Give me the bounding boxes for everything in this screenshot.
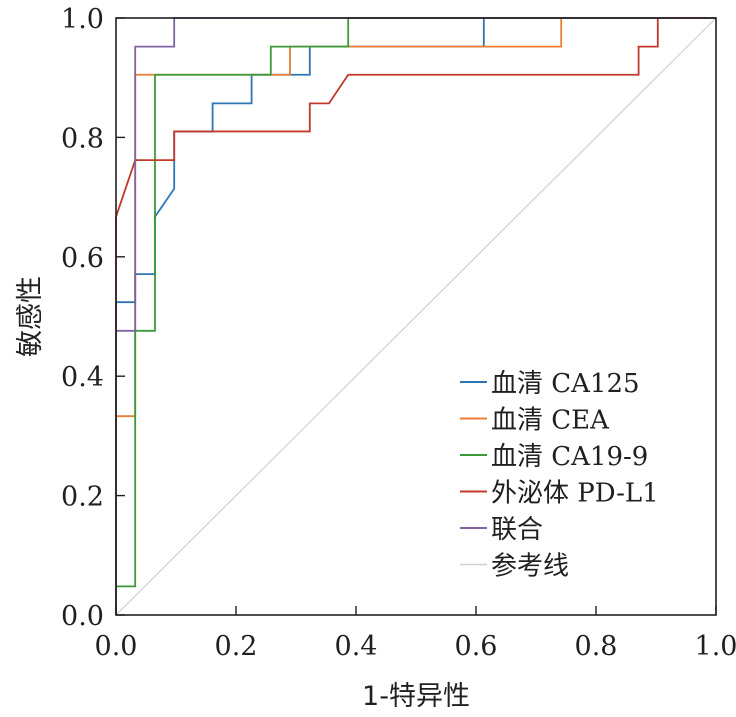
y-tick-label: 0.2	[61, 482, 104, 513]
series-layer	[115, 17, 717, 616]
y-tick-label: 1.0	[61, 4, 104, 35]
x-tick-label: 0.2	[215, 631, 258, 662]
y-tick-label: 0.4	[61, 362, 104, 393]
legend-label: 参考线	[491, 552, 569, 582]
series-line-3	[115, 17, 716, 615]
legend-item-2: 血清 CA19-9	[460, 442, 648, 472]
legend-label: 联合	[491, 515, 543, 545]
legend-label: 血清 CEA	[491, 406, 610, 436]
x-tick-label: 1.0	[695, 631, 736, 662]
series-line-2	[115, 17, 716, 615]
legend-item-4: 联合	[460, 515, 543, 545]
legend-item-3: 外泌体 PD-L1	[460, 479, 659, 509]
series-line-5	[115, 17, 717, 616]
y-tick-label: 0.6	[61, 243, 104, 274]
y-tick-label: 0.8	[61, 123, 104, 154]
plot-frame	[115, 17, 717, 616]
x-tick-label: 0.8	[575, 631, 618, 662]
y-tick-label: 0.0	[61, 601, 104, 632]
legend-item-5: 参考线	[460, 552, 569, 582]
legend-label: 外泌体 PD-L1	[491, 479, 659, 509]
x-tick-label: 0.6	[455, 631, 498, 662]
y-axis: 0.0 0.2 0.4 0.6 0.8 1.0	[61, 4, 125, 632]
series-line-1	[115, 17, 716, 615]
x-tick-label: 0.0	[95, 631, 138, 662]
x-axis: 0.0 0.2 0.4 0.6 0.8 1.0	[95, 606, 736, 662]
legend-item-1: 血清 CEA	[460, 406, 610, 436]
x-axis-title: 1-特异性	[362, 681, 470, 712]
y-axis-title: 敏感性	[15, 276, 46, 357]
legend-label: 血清 CA125	[491, 369, 640, 399]
legend-item-0: 血清 CA125	[460, 369, 640, 399]
x-tick-label: 0.4	[335, 631, 378, 662]
legend-label: 血清 CA19-9	[491, 442, 648, 472]
